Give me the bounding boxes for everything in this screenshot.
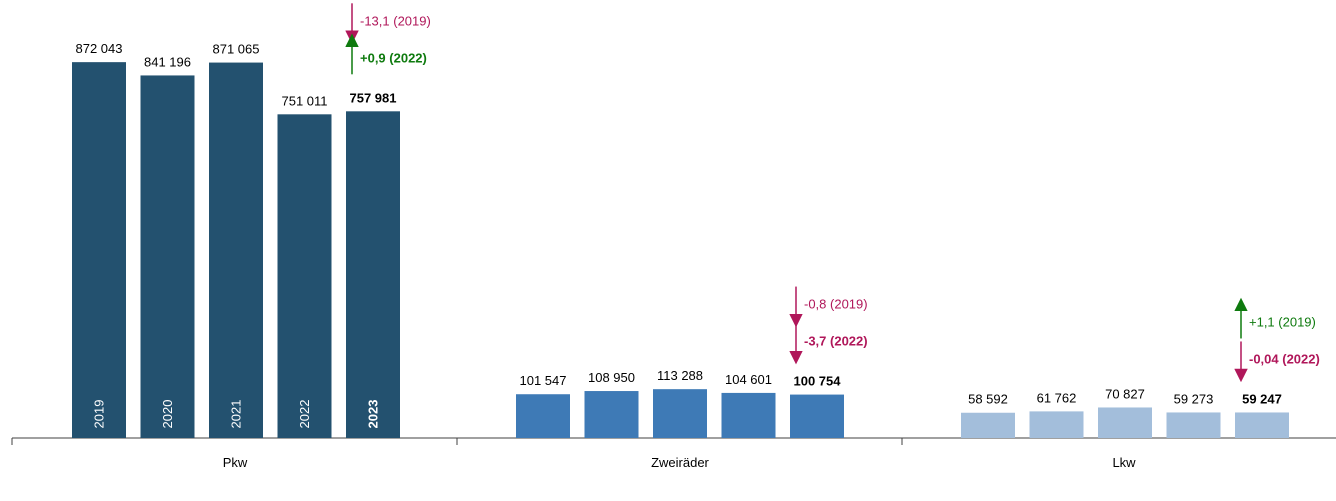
bar <box>721 392 776 438</box>
bar-value-label: 58 592 <box>968 392 1008 407</box>
bar-value-label: 108 950 <box>588 370 635 385</box>
change-label: -0,8 (2019) <box>804 297 868 312</box>
bar <box>790 394 844 438</box>
bar <box>516 394 570 438</box>
bar-group-zweiräder: 101 547 108 950 113 288 104 601 100 754 -0,8 … <box>516 286 868 438</box>
bar-value-label: 59 273 <box>1174 391 1214 406</box>
bar <box>1235 412 1289 438</box>
bar-year-label: 2022 <box>297 400 312 429</box>
bar <box>140 75 195 439</box>
change-label: +0,9 (2022) <box>360 50 427 65</box>
bar-value-label: 872 043 <box>76 41 123 56</box>
change-label: +1,1 (2019) <box>1249 314 1316 329</box>
bar-group-lkw: 58 592 61 762 70 827 59 273 59 247 +1,1 (2019… <box>961 297 1320 438</box>
bar-year-label: 2020 <box>160 400 175 429</box>
bar-value-label: 100 754 <box>794 374 842 389</box>
bar-value-label: 757 981 <box>350 90 397 105</box>
bar-value-label: 59 247 <box>1242 391 1282 406</box>
bar-group-pkw: 872 043 2019 841 196 2020 871 065 2021 751 011… <box>72 3 431 439</box>
bar-value-label: 101 547 <box>520 373 567 388</box>
bar-value-label: 104 601 <box>725 372 772 387</box>
bar <box>346 111 400 439</box>
bar <box>1098 407 1152 438</box>
bar-value-label: 841 196 <box>144 54 191 69</box>
bar-value-label: 871 065 <box>213 42 260 57</box>
bar <box>277 114 332 438</box>
bar-year-label: 2021 <box>229 400 244 429</box>
category-label: Lkw <box>1112 455 1136 470</box>
bar-value-label: 751 011 <box>281 93 327 108</box>
category-label: Zweiräder <box>651 455 709 470</box>
bar-value-label: 61 762 <box>1037 390 1077 405</box>
bar-year-label: 2019 <box>92 400 107 429</box>
bar <box>961 412 1015 438</box>
bar-year-label: 2023 <box>366 400 381 429</box>
bar-value-label: 70 827 <box>1105 386 1145 401</box>
bar-value-label: 113 288 <box>657 368 703 383</box>
bar <box>1029 411 1084 438</box>
bar <box>72 62 126 438</box>
change-label: -3,7 (2022) <box>804 334 868 349</box>
bar <box>209 62 263 438</box>
change-label: -0,04 (2022) <box>1249 351 1320 366</box>
change-label: -13,1 (2019) <box>360 13 431 28</box>
bar <box>584 391 639 438</box>
bar <box>1166 412 1221 438</box>
category-label: Pkw <box>223 455 248 470</box>
bar <box>653 389 707 438</box>
